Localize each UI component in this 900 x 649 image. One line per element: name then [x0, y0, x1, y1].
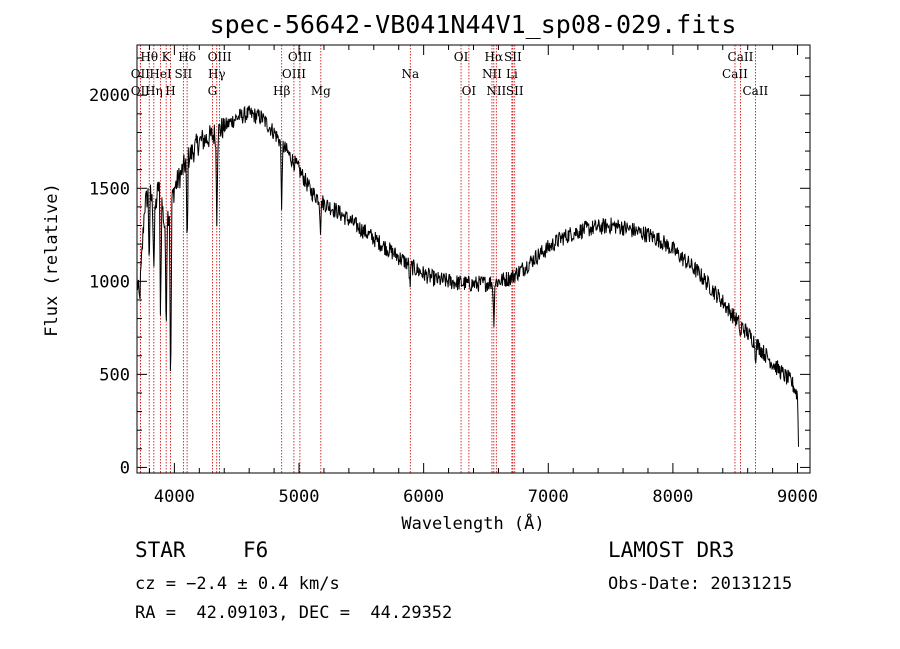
x-tick-label: 6000 — [403, 487, 444, 507]
survey-name: LAMOST DR3 — [608, 538, 735, 562]
x-tick-label: 5000 — [279, 487, 320, 507]
spectral-line-label: Na — [401, 67, 419, 81]
y-tick-label: 2000 — [89, 86, 130, 106]
y-axis-label: Flux (relative) — [42, 183, 62, 337]
spectral-line-label: Hθ — [140, 50, 158, 64]
spectral-line-label: SII — [504, 50, 522, 64]
spectral-line-label: CaII — [722, 67, 748, 81]
spectral-line-label: OI — [462, 84, 477, 98]
spectral-line-label: OII — [131, 67, 151, 81]
spectral-line-label: Hγ — [208, 67, 226, 81]
spectral-line-label: Li — [506, 67, 518, 81]
object-type: STAR — [135, 538, 186, 562]
spectral-line-label: OI — [454, 50, 469, 64]
spectral-line-label: CaII — [742, 84, 768, 98]
object-subclass: F6 — [243, 538, 269, 562]
spectral-line-label: Hα — [485, 50, 504, 64]
spectral-line-label: OIII — [288, 50, 312, 64]
y-tick-label: 1500 — [89, 179, 130, 199]
spectral-line-label: NII — [482, 67, 502, 81]
chart-title: spec-56642-VB041N44V1_sp08-029.fits — [210, 10, 737, 39]
spectral-line-label: SII — [506, 84, 524, 98]
spectral-line-label: NII — [486, 84, 506, 98]
spectral-line-label: CaII — [728, 50, 754, 64]
spectrum-line — [136, 105, 799, 447]
spectral-line-label: OIII — [208, 50, 232, 64]
observation-date: Obs-Date: 20131215 — [608, 574, 793, 594]
spectral-line-label: OIII — [282, 67, 306, 81]
y-tick-label: 1000 — [89, 272, 130, 292]
spectral-line-label: K — [162, 50, 172, 64]
spectral-line-label: SII — [175, 67, 193, 81]
spectral-line-label: G — [208, 84, 218, 98]
spectral-line-label: Hδ — [178, 50, 196, 64]
x-axis-ticks: 4000 5000 6000 7000 8000 9000 — [148, 45, 818, 507]
spectral-line-label: Hη — [145, 84, 163, 98]
redshift-velocity: cz = −2.4 ± 0.4 km/s — [135, 574, 340, 594]
spectral-line-label: Hβ — [273, 84, 290, 98]
plot-frame — [136, 44, 811, 474]
spectral-line-label: HeI — [149, 67, 172, 81]
y-tick-label: 0 — [120, 458, 130, 478]
x-tick-label: 7000 — [528, 487, 569, 507]
spectral-line-label: OII — [131, 84, 151, 98]
x-tick-label: 4000 — [154, 487, 195, 507]
coordinates: RA = 42.09103, DEC = 44.29352 — [135, 603, 453, 623]
x-tick-label: 9000 — [777, 487, 818, 507]
spectral-line-labels: Hθ OII OII K HeI Hη H Hδ SII OIII Hγ G OIII OIII Hβ Mg N… — [131, 50, 769, 98]
spectral-line-markers — [139, 45, 756, 473]
y-axis-ticks: 0 500 1000 1500 2000 — [89, 57, 810, 478]
y-tick-label: 500 — [99, 365, 130, 385]
x-axis-label: Wavelength (Å) — [401, 512, 544, 534]
spectral-line-label: Mg — [311, 84, 331, 98]
spectral-line-label: H — [165, 84, 175, 98]
x-tick-label: 8000 — [652, 487, 693, 507]
